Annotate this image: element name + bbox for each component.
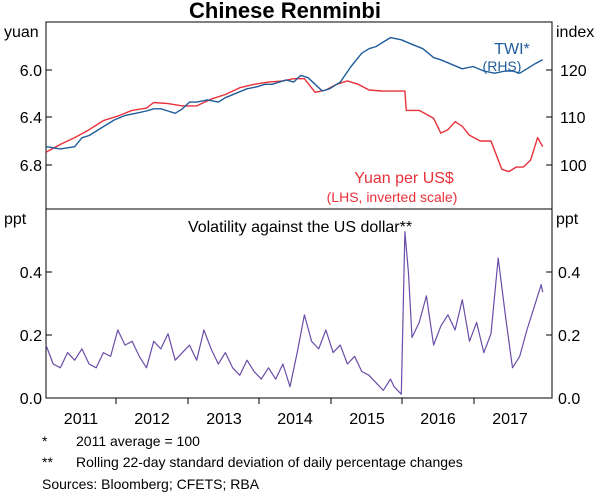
bottom-left-ticks: 0.4 0.2 0.0 bbox=[20, 265, 42, 408]
bottom-right-tick: 0.2 bbox=[558, 328, 580, 345]
x-tick-label: 2013 bbox=[206, 411, 242, 428]
sources: Sources: Bloomberg; CFETS; RBA bbox=[42, 476, 260, 492]
x-tick-label: 2015 bbox=[349, 411, 385, 428]
top-right-tick: 100 bbox=[560, 158, 587, 175]
x-tick-label: 2012 bbox=[134, 411, 170, 428]
series-line-volatility bbox=[45, 231, 544, 395]
bottom-right-unit: ppt bbox=[556, 211, 579, 228]
top-right-unit: index bbox=[556, 24, 594, 41]
top-left-tick: 6.0 bbox=[20, 63, 42, 80]
bottom-panel-frame bbox=[45, 208, 553, 399]
bottom-ytick-marks bbox=[46, 271, 552, 336]
yuan-note: (LHS, inverted scale) bbox=[327, 189, 458, 205]
top-right-ticks: 120 110 100 bbox=[560, 63, 587, 175]
bottom-left-tick: 0.0 bbox=[20, 391, 42, 408]
top-left-ticks: 6.0 6.4 6.8 bbox=[20, 63, 42, 175]
bottom-right-ticks: 0.4 0.2 0.0 bbox=[558, 265, 580, 408]
footnote-text: Rolling 22-day standard deviation of dai… bbox=[76, 454, 463, 470]
bottom-right-tick: 0.0 bbox=[558, 391, 580, 408]
top-panel-frame bbox=[45, 21, 553, 210]
x-tick-marks bbox=[115, 398, 475, 404]
twi-label: TWI* bbox=[494, 41, 530, 58]
top-left-unit: yuan bbox=[4, 24, 39, 41]
yuan-label: Yuan per US$ bbox=[354, 170, 454, 187]
bottom-right-tick: 0.4 bbox=[558, 265, 580, 282]
top-right-tick: 110 bbox=[560, 110, 586, 127]
top-left-tick: 6.8 bbox=[20, 158, 42, 175]
twi-note: (RHS) bbox=[483, 58, 522, 74]
x-tick-label: 2014 bbox=[277, 411, 313, 428]
chart-title: Chinese Renminbi bbox=[189, 0, 381, 23]
footnote-text: 2011 average = 100 bbox=[76, 433, 200, 449]
series-line-yuan bbox=[45, 77, 544, 173]
series-line-twi bbox=[45, 36, 544, 150]
x-tick-label: 2017 bbox=[492, 411, 528, 428]
x-tick-labels: 2011 2012 2013 2014 2015 2016 2017 bbox=[64, 411, 528, 428]
bottom-left-tick: 0.4 bbox=[20, 265, 42, 282]
bottom-left-unit: ppt bbox=[4, 211, 27, 228]
top-left-tick: 6.4 bbox=[20, 110, 42, 127]
footnote-mark: * bbox=[42, 433, 48, 449]
x-tick-label: 2011 bbox=[64, 411, 99, 428]
bottom-subtitle: Volatility against the US dollar** bbox=[188, 219, 412, 236]
x-tick-label: 2016 bbox=[420, 411, 456, 428]
top-ytick-marks bbox=[46, 69, 552, 166]
top-right-tick: 120 bbox=[560, 63, 587, 80]
footnote-mark: ** bbox=[42, 454, 53, 470]
bottom-left-tick: 0.2 bbox=[20, 328, 42, 345]
